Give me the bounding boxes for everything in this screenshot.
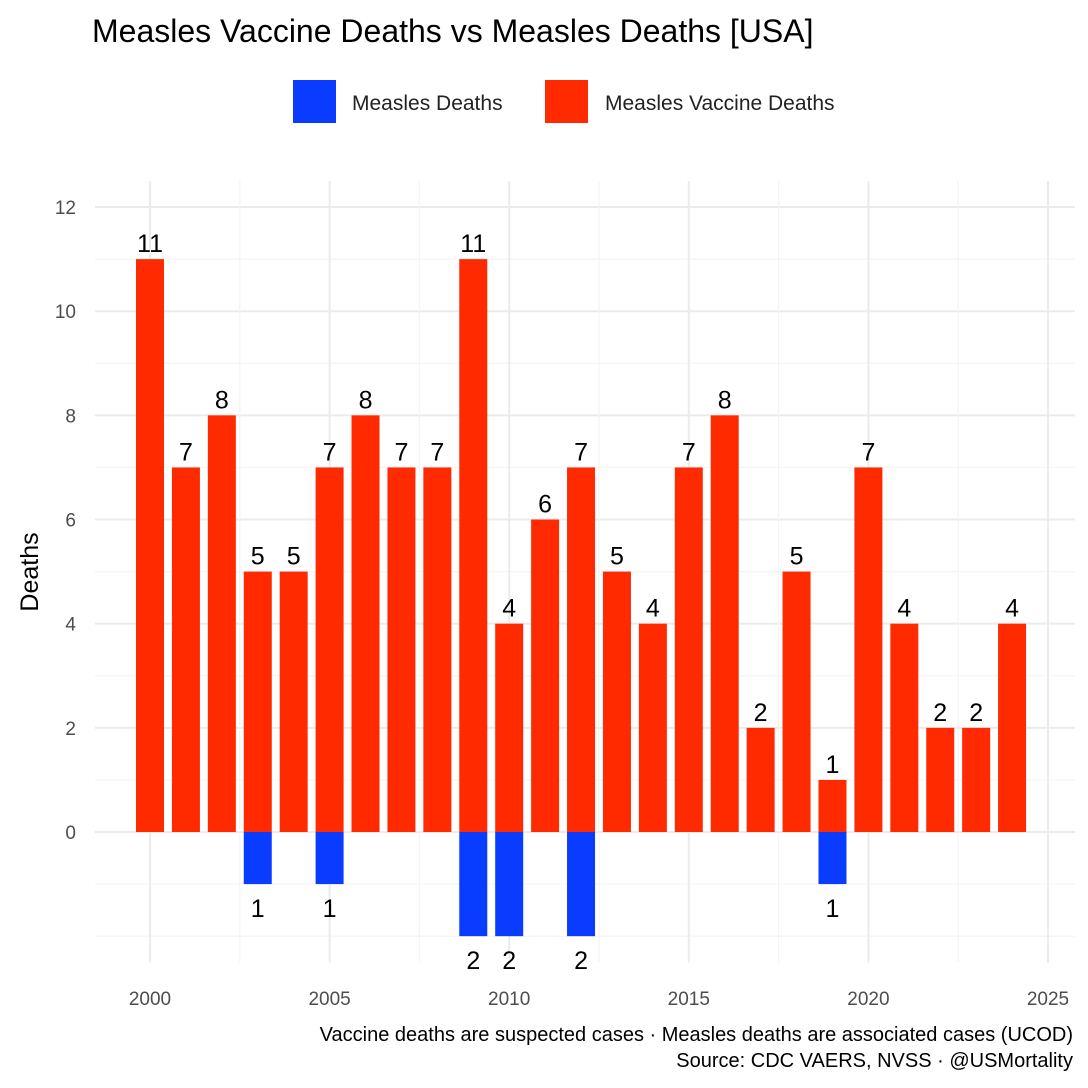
data-label-vaccine-deaths: 7 bbox=[323, 438, 337, 466]
data-label-vaccine-deaths: 5 bbox=[790, 543, 804, 571]
bar-vaccine-deaths bbox=[243, 571, 272, 832]
y-tick-label: 12 bbox=[55, 198, 76, 219]
bar-vaccine-deaths bbox=[387, 467, 416, 832]
bar-vaccine-deaths bbox=[818, 779, 847, 832]
x-tick-label: 2000 bbox=[129, 989, 171, 1010]
bar-vaccine-deaths bbox=[602, 571, 631, 832]
bar-measles-deaths bbox=[243, 832, 272, 885]
data-label-measles-deaths: 1 bbox=[826, 895, 840, 923]
y-tick-label: 6 bbox=[65, 511, 76, 532]
bar-vaccine-deaths bbox=[926, 727, 955, 832]
bars bbox=[136, 259, 1027, 937]
x-tick-label: 2010 bbox=[488, 989, 530, 1010]
x-tick-label: 2020 bbox=[847, 989, 889, 1010]
bar-vaccine-deaths bbox=[962, 727, 991, 832]
data-label-measles-deaths: 1 bbox=[251, 895, 265, 923]
bar-measles-deaths bbox=[567, 832, 596, 937]
bar-measles-deaths bbox=[315, 832, 344, 885]
data-label-measles-deaths: 2 bbox=[502, 947, 516, 975]
data-label-vaccine-deaths: 2 bbox=[933, 699, 947, 727]
y-axis-ticks: 0 2 4 6 8 10 12 bbox=[55, 198, 77, 844]
y-tick-label: 4 bbox=[65, 615, 76, 636]
y-tick-label: 8 bbox=[65, 406, 76, 427]
data-label-vaccine-deaths: 11 bbox=[137, 230, 163, 258]
bar-measles-deaths bbox=[495, 832, 524, 937]
legend-swatch-vaccine-deaths bbox=[545, 80, 588, 123]
bar-vaccine-deaths bbox=[890, 623, 919, 832]
data-label-vaccine-deaths: 5 bbox=[251, 543, 265, 571]
data-label-vaccine-deaths: 4 bbox=[502, 595, 516, 623]
data-label-vaccine-deaths: 6 bbox=[538, 491, 552, 519]
bar-vaccine-deaths bbox=[279, 571, 308, 832]
bar-vaccine-deaths bbox=[998, 623, 1027, 832]
bar-vaccine-deaths bbox=[171, 467, 200, 832]
data-label-vaccine-deaths: 7 bbox=[574, 438, 588, 466]
bar-vaccine-deaths bbox=[782, 571, 811, 832]
data-label-vaccine-deaths: 4 bbox=[1005, 595, 1019, 623]
data-label-vaccine-deaths: 11 bbox=[460, 230, 486, 258]
data-label-vaccine-deaths: 7 bbox=[861, 438, 875, 466]
y-axis-title: Deaths bbox=[16, 532, 44, 611]
data-label-vaccine-deaths: 5 bbox=[610, 543, 624, 571]
bar-vaccine-deaths bbox=[674, 467, 703, 832]
data-label-vaccine-deaths: 7 bbox=[430, 438, 444, 466]
bar-vaccine-deaths bbox=[315, 467, 344, 832]
y-tick-label: 10 bbox=[55, 302, 76, 323]
legend-swatch-measles-deaths bbox=[293, 80, 336, 123]
x-axis-ticks: 2000 2005 2010 2015 2020 2025 bbox=[129, 989, 1069, 1010]
bar-vaccine-deaths bbox=[459, 259, 488, 832]
bar-vaccine-deaths bbox=[495, 623, 524, 832]
caption-line-2: Source: CDC VAERS, NVSS · @USMortality bbox=[676, 1050, 1073, 1072]
bar-vaccine-deaths bbox=[567, 467, 596, 832]
bar-vaccine-deaths bbox=[136, 259, 164, 832]
legend-label-measles-deaths: Measles Deaths bbox=[352, 92, 503, 115]
data-label-vaccine-deaths: 7 bbox=[179, 438, 193, 466]
data-label-measles-deaths: 2 bbox=[466, 947, 480, 975]
data-label-measles-deaths: 1 bbox=[323, 895, 337, 923]
bar-vaccine-deaths bbox=[531, 519, 560, 832]
chart-title: Measles Vaccine Deaths vs Measles Deaths… bbox=[92, 13, 813, 49]
bar-vaccine-deaths bbox=[638, 623, 667, 832]
caption-line-1: Vaccine deaths are suspected cases · Mea… bbox=[320, 1024, 1073, 1046]
y-tick-label: 2 bbox=[65, 719, 76, 740]
x-tick-label: 2015 bbox=[668, 989, 710, 1010]
x-tick-label: 2005 bbox=[308, 989, 350, 1010]
data-label-vaccine-deaths: 7 bbox=[682, 438, 696, 466]
bar-measles-deaths bbox=[459, 832, 488, 937]
x-tick-label: 2025 bbox=[1027, 989, 1069, 1010]
legend: Measles Deaths Measles Vaccine Deaths bbox=[293, 80, 835, 123]
data-label-vaccine-deaths: 4 bbox=[897, 595, 911, 623]
data-label-vaccine-deaths: 8 bbox=[215, 386, 229, 414]
data-label-vaccine-deaths: 4 bbox=[646, 595, 660, 623]
data-label-vaccine-deaths: 8 bbox=[718, 386, 732, 414]
bar-measles-deaths bbox=[818, 832, 847, 885]
data-label-vaccine-deaths: 8 bbox=[359, 386, 373, 414]
legend-label-vaccine-deaths: Measles Vaccine Deaths bbox=[605, 92, 835, 115]
data-label-vaccine-deaths: 7 bbox=[394, 438, 408, 466]
bar-vaccine-deaths bbox=[207, 415, 236, 832]
data-label-vaccine-deaths: 2 bbox=[969, 699, 983, 727]
data-label-vaccine-deaths: 2 bbox=[754, 699, 768, 727]
bar-vaccine-deaths bbox=[423, 467, 452, 832]
bar-vaccine-deaths bbox=[854, 467, 883, 832]
bar-vaccine-deaths bbox=[351, 415, 380, 832]
bar-vaccine-deaths bbox=[746, 727, 775, 832]
y-tick-label: 0 bbox=[65, 823, 76, 844]
bar-vaccine-deaths bbox=[710, 415, 739, 832]
data-label-vaccine-deaths: 1 bbox=[826, 751, 840, 779]
data-label-vaccine-deaths: 5 bbox=[287, 543, 301, 571]
data-label-measles-deaths: 2 bbox=[574, 947, 588, 975]
